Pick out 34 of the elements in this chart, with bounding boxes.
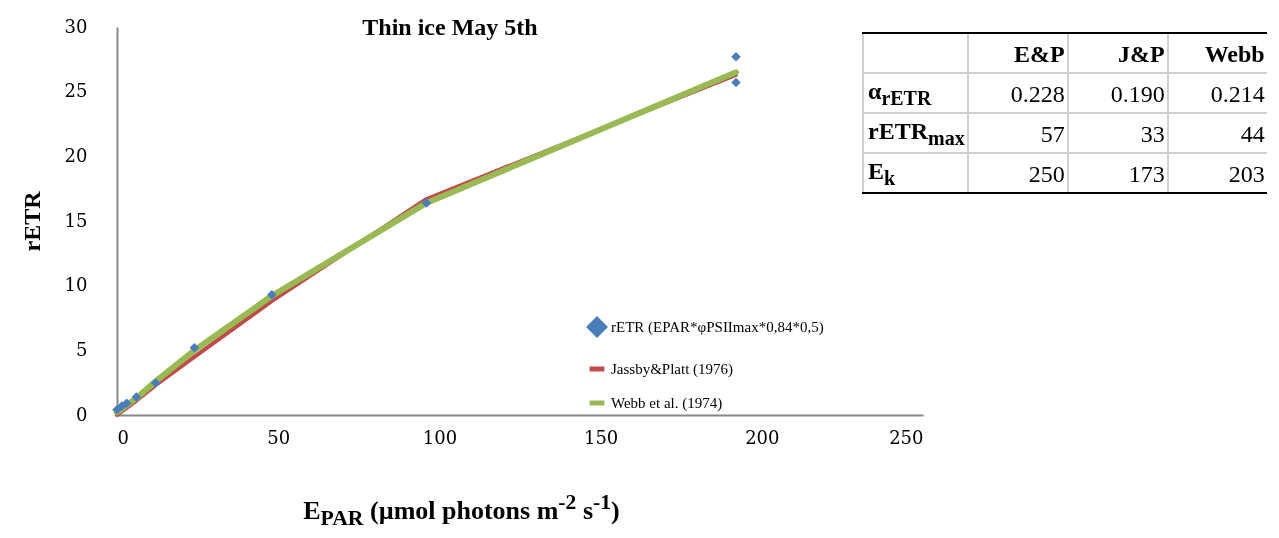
x-tick-label: 100	[422, 426, 458, 448]
y-tick-label: 20	[64, 144, 88, 166]
text: 203	[1228, 160, 1265, 187]
category-label: rETR$_{max}$	[868, 118, 965, 149]
y-tick-label: 0	[76, 403, 88, 425]
category-label: E$_{k}$	[868, 158, 896, 189]
category-label: J&P	[1067, 33, 1168, 73]
x-tick-label: 250	[889, 426, 924, 448]
text: 0.214	[1210, 80, 1265, 107]
text: 0.190	[1110, 80, 1165, 107]
y-tick-label: 15	[64, 209, 88, 231]
text: 44	[1240, 120, 1265, 147]
x-tick-label: 0	[117, 426, 129, 448]
legend-label: rETR (EPAR*φPSIImax*0,84*0,5)	[611, 319, 824, 336]
category-label: E&P	[967, 33, 1068, 73]
y-tick-label: 30	[64, 15, 88, 37]
y-tick-label: 25	[64, 80, 88, 102]
x-tick-label: 200	[745, 426, 780, 448]
x-tick-label: 150	[583, 426, 619, 448]
text: 57	[1040, 120, 1065, 147]
legend-label: Jassby&Platt (1976)	[611, 361, 734, 378]
legend-label: Webb et al. (1974)	[611, 395, 723, 412]
y-tick-label: 10	[64, 274, 88, 296]
category-label: α$_{rETR}$	[868, 78, 932, 109]
text: 0.228	[1010, 80, 1065, 107]
x-tick-label: 50	[267, 426, 291, 448]
category-label: Webb	[1167, 33, 1267, 73]
y-tick-label: 5	[76, 338, 88, 360]
text: 250	[1028, 160, 1065, 187]
text: 33	[1140, 120, 1165, 147]
chart-title: Thin ice May 5th	[362, 14, 538, 40]
text: 173	[1128, 160, 1165, 187]
x-axis-title: E$_{PAR}$ (µmol photons m$^{-2}$ s$^{-1}$)	[303, 490, 620, 530]
y-axis-title: rETR	[18, 190, 45, 252]
